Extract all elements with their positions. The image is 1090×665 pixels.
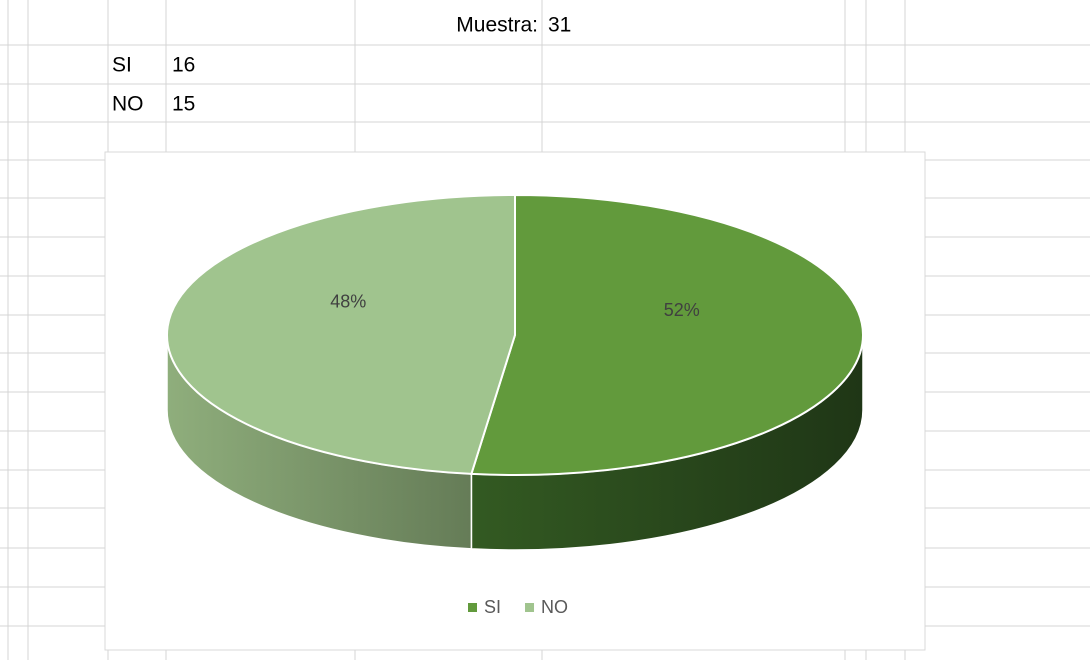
slice (470, 193, 864, 476)
cell-text: 16 (172, 54, 195, 77)
slice (166, 193, 516, 475)
cell-text: 31 (548, 14, 571, 37)
cell-text: Muestra: (456, 14, 538, 37)
legend-label: NO (541, 597, 568, 617)
data-label: 48% (330, 291, 366, 311)
pie-chart: 52% 48% SI NO (166, 193, 864, 617)
cell-text: 15 (172, 93, 195, 116)
legend-swatch (468, 603, 477, 612)
cell-text: SI (112, 54, 132, 77)
legend-label: SI (484, 597, 501, 617)
data-label: 52% (664, 300, 700, 320)
legend-swatch (525, 603, 535, 612)
cell-text: NO (112, 93, 144, 116)
